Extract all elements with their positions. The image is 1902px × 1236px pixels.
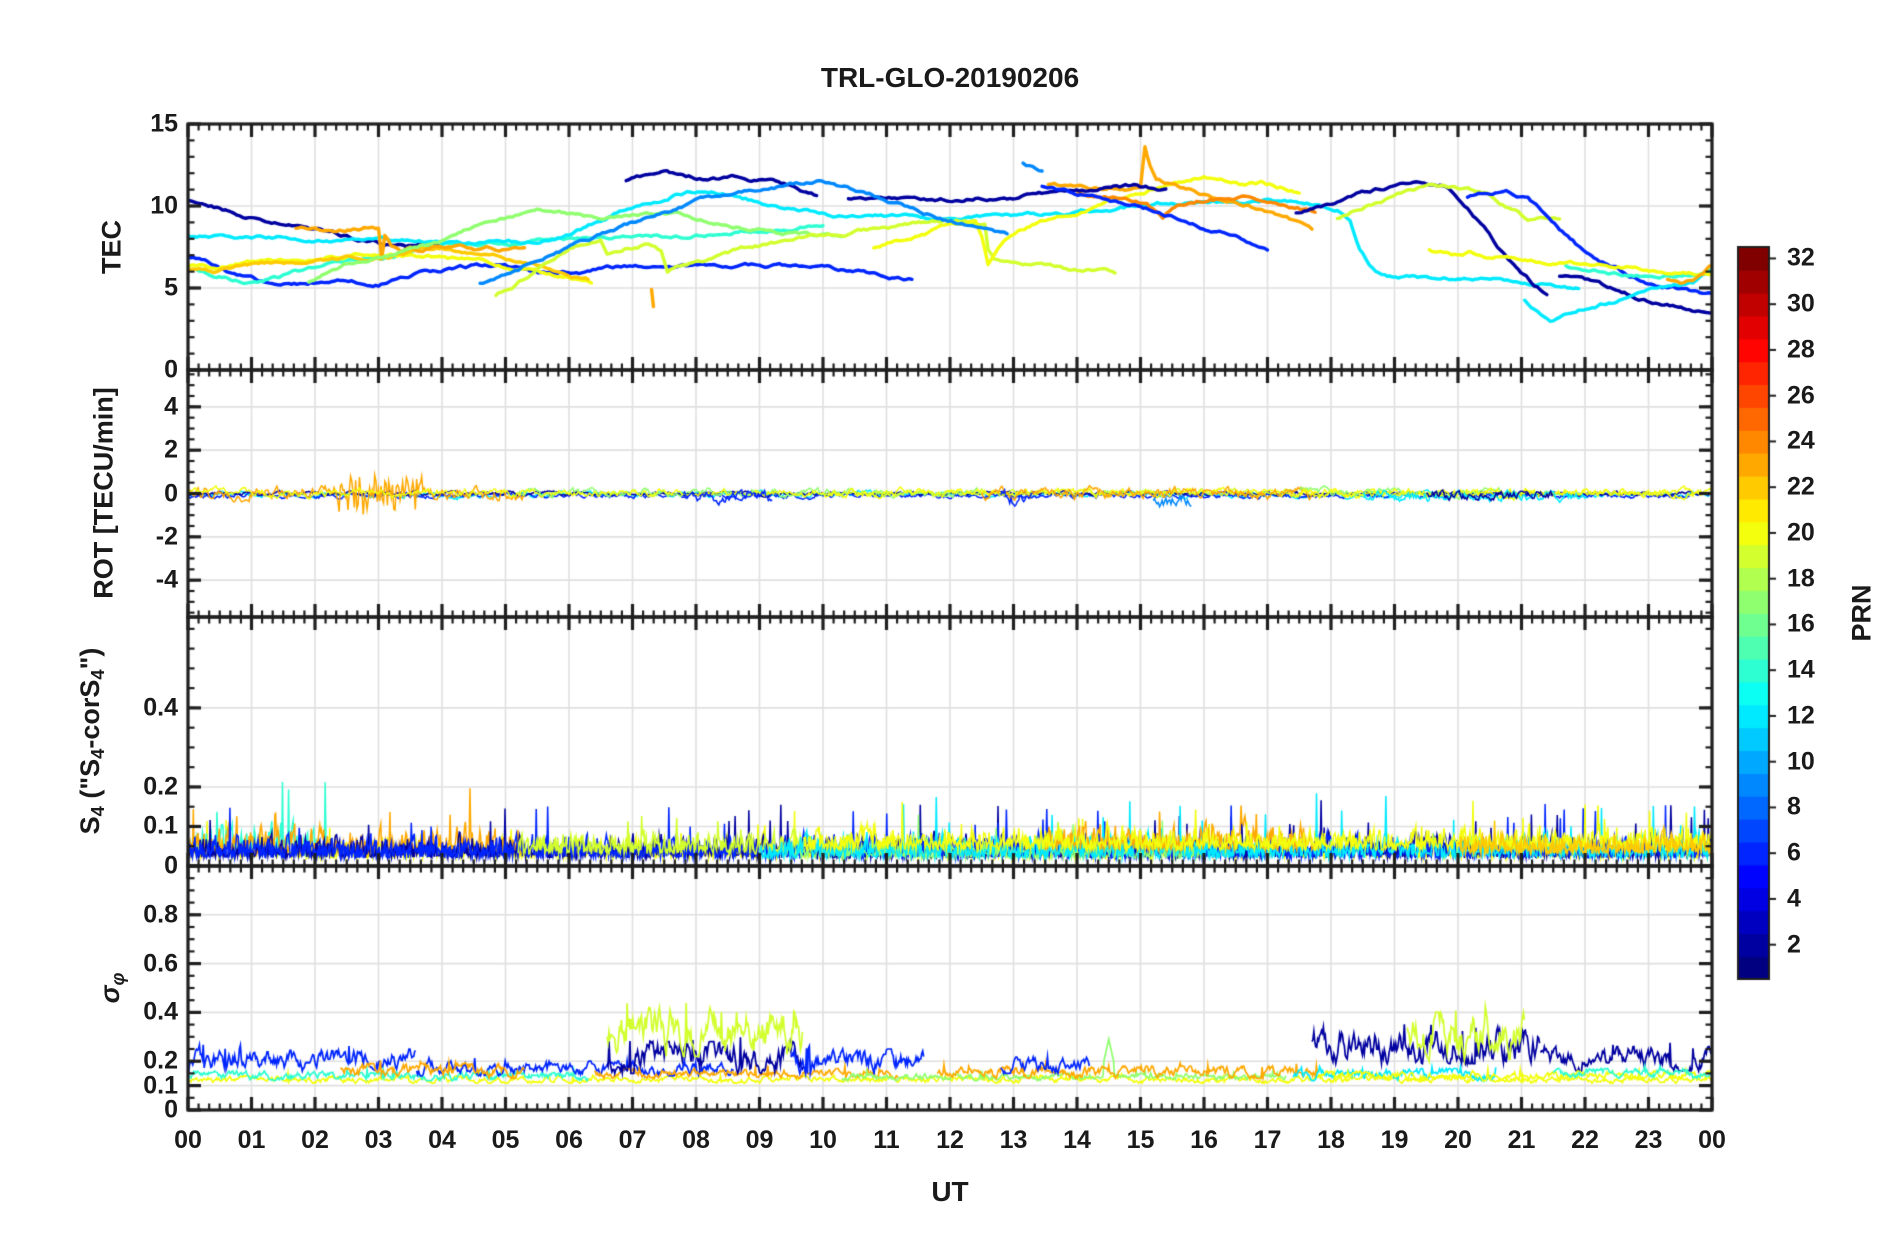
y-tick-label: 10 [150,191,178,220]
colorbar-tick-label: 16 [1787,609,1815,638]
colorbar-tick-label: 22 [1787,472,1815,501]
chart-title: TRL-GLO-20190206 [820,62,1080,93]
x-tick-label: 00 [1698,1126,1726,1154]
y-tick-label: 0.2 [143,1046,178,1075]
y-tick-label: 0 [164,479,178,507]
y-tick-label: 0 [164,1095,178,1124]
x-tick-label: 20 [1444,1126,1472,1154]
y-axis-label-sigma-phi: σφ [95,972,128,1004]
colorbar-tick-label: 32 [1787,243,1815,272]
y-tick-label: 0.1 [143,1071,178,1100]
y-tick-label: 0.4 [143,693,178,722]
x-tick-label: 21 [1507,1126,1536,1154]
colorbar-tick-label: 12 [1787,701,1815,730]
x-tick-label: 10 [809,1126,837,1154]
colorbar-label: PRN [1846,584,1877,642]
y-tick-label: 0.6 [143,949,178,978]
x-tick-label: 05 [491,1126,520,1154]
x-tick-label: 04 [428,1126,456,1154]
x-tick-label: 19 [1380,1126,1409,1154]
y-tick-label: 0.2 [143,772,178,801]
x-tick-label: 07 [618,1126,647,1154]
y-tick-label: 0.1 [143,811,178,840]
x-tick-label: 23 [1634,1126,1663,1154]
y-tick-label: 15 [150,109,178,138]
colorbar-tick-label: 26 [1787,381,1815,410]
x-tick-label: 13 [999,1126,1028,1154]
x-tick-label: 00 [174,1126,202,1154]
y-tick-label: 2 [164,435,178,464]
colorbar-tick-label: 10 [1787,747,1815,776]
y-tick-label: 5 [164,273,178,302]
colorbar-tick-label: 4 [1787,884,1801,913]
x-tick-label: 11 [873,1126,900,1154]
y-tick-label: 0 [164,355,178,384]
colorbar-tick-label: 28 [1787,335,1815,364]
colorbar-tick-label: 8 [1787,792,1801,821]
colorbar-tick-label: 6 [1787,838,1801,867]
x-tick-label: 02 [301,1126,329,1154]
y-tick-label: 4 [164,392,178,421]
y-axis-label-tec: TEC [96,220,127,274]
x-tick-label: 17 [1253,1126,1282,1154]
colorbar-tick-label: 20 [1787,518,1815,547]
colorbar-tick-label: 30 [1787,289,1815,318]
x-tick-label: 22 [1571,1126,1599,1154]
y-tick-label: 0 [164,851,178,880]
x-tick-label: 14 [1063,1126,1091,1154]
x-tick-label: 01 [237,1126,266,1154]
x-tick-label: 06 [555,1126,583,1154]
y-tick-label: 0.4 [143,997,178,1026]
x-tick-label: 09 [745,1126,774,1154]
x-tick-label: 03 [364,1126,393,1154]
y-tick-label: -4 [155,565,178,594]
x-axis-label: UT [931,1176,969,1207]
x-tick-label: 18 [1317,1126,1345,1154]
x-tick-label: 08 [682,1126,710,1154]
y-tick-label: 0.8 [143,900,178,929]
colorbar-tick-label: 14 [1787,655,1815,684]
colorbar-tick-label: 24 [1787,426,1815,455]
x-tick-label: 12 [936,1126,964,1154]
x-tick-label: 15 [1126,1126,1155,1154]
x-tick-label: 16 [1190,1126,1218,1154]
y-axis-label-s4: S4 ("S4-corS4") [75,647,108,835]
colorbar-tick-label: 18 [1787,564,1815,593]
y-tick-label: -2 [155,522,178,551]
colorbar-tick-label: 2 [1787,930,1801,959]
